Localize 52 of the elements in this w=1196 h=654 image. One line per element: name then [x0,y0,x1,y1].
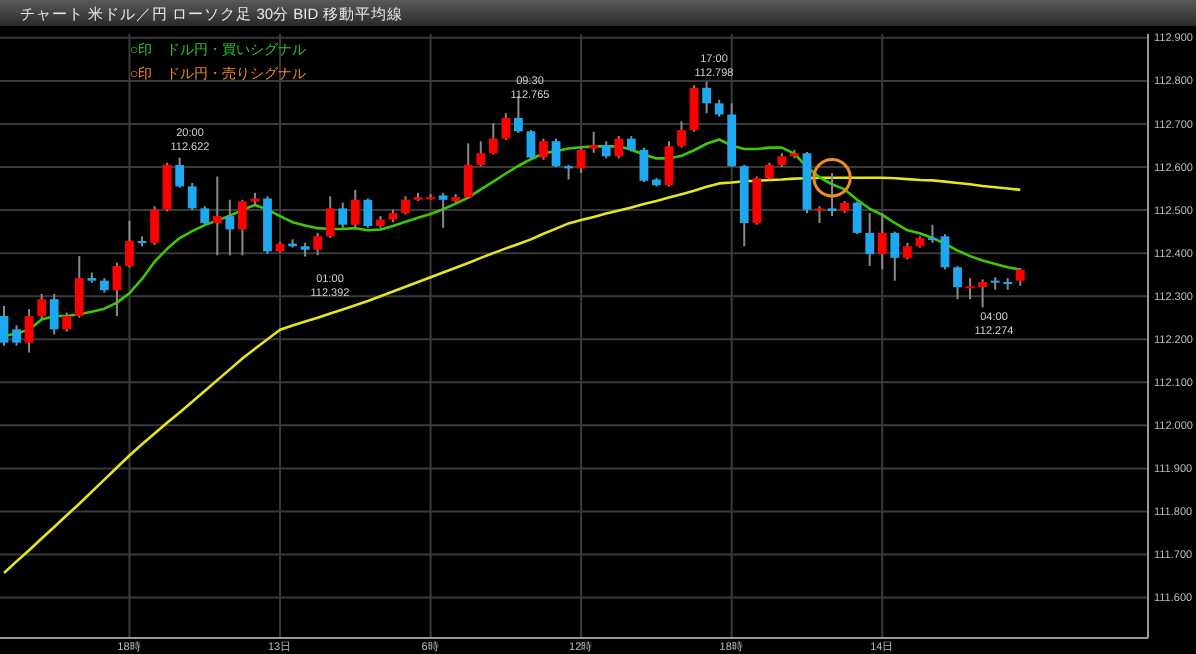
candlestick [12,324,21,347]
candlestick [62,311,72,333]
candlestick [589,130,599,154]
candlestick [212,175,222,257]
candlestick [150,205,159,246]
line-series [2,176,1022,575]
candlestick [350,188,360,229]
candlestick [488,122,498,156]
candlestick [551,137,561,169]
candlestick [112,261,122,317]
candlestick [463,142,473,200]
candlestick [325,195,335,240]
candlestick [514,94,523,135]
candlestick [852,200,862,236]
candlestick [526,129,536,161]
candlestick [74,255,84,319]
candlestick [363,197,373,229]
candlestick [49,293,59,336]
candlestick [401,195,410,216]
candlestick [614,135,624,160]
candlestick [237,198,247,257]
candlestick [24,308,34,354]
candlestick [162,161,172,213]
candlestick [827,172,837,218]
candlestick [639,146,649,184]
candlestick [928,223,937,244]
candlestick [501,112,511,141]
candlestick [476,140,486,168]
candlestick [890,230,900,282]
candlestick [313,231,323,257]
candlestick [187,181,197,212]
candlestick [200,205,210,226]
candlestick [37,293,47,320]
candlestick [564,163,573,181]
candlestick [125,219,134,269]
candlestick [702,80,711,115]
candlestick [953,265,962,301]
candlestick [338,201,348,229]
candlestick [877,212,887,271]
candlestick [664,140,674,188]
candlestick [689,84,699,133]
candlestick [225,198,235,257]
candlestick [438,191,448,229]
candlestick [175,156,185,189]
candlestick [677,120,686,149]
candlestick [752,175,762,226]
candlestick [576,145,586,175]
candlestick [978,278,988,309]
candlestick [865,212,875,268]
candlestick [539,137,548,161]
candlestick [0,305,9,347]
candlestick [940,233,950,271]
